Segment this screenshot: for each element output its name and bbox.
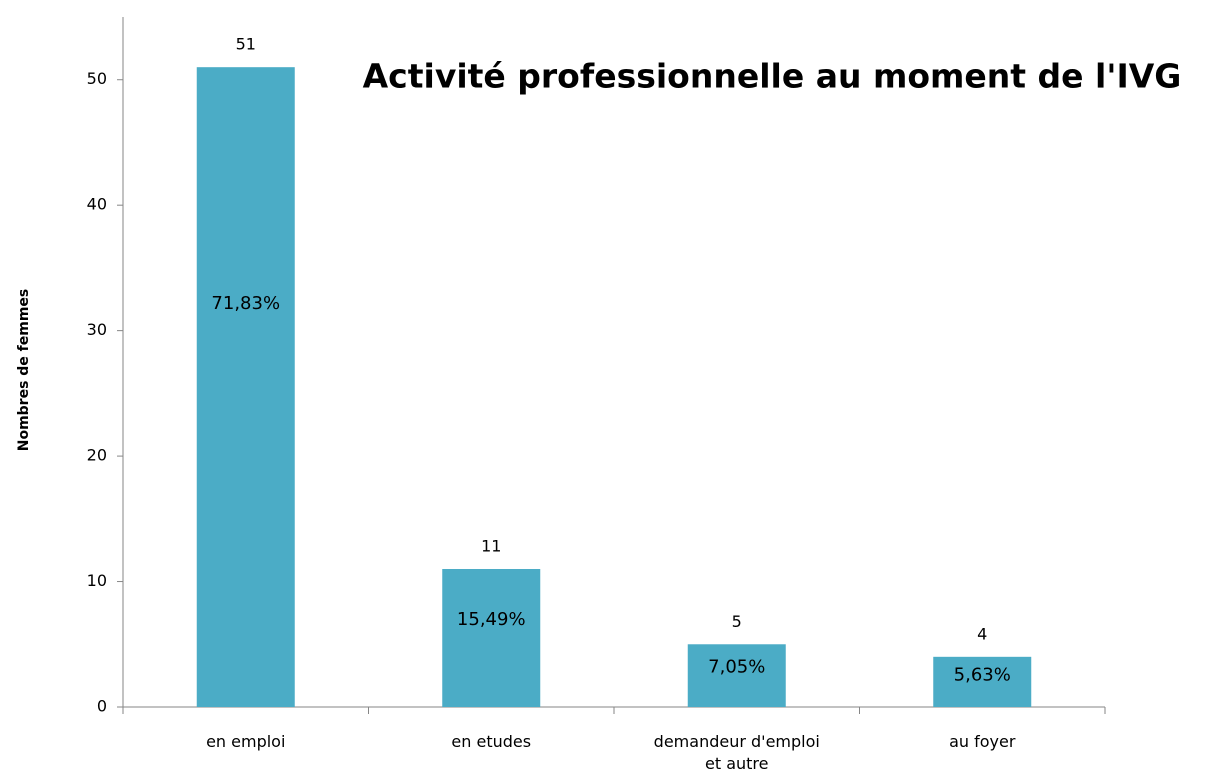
y-tick-label: 10: [87, 571, 107, 590]
chart-title: Activité professionnelle au moment de l'…: [363, 57, 1182, 96]
share-label: 15,49%: [457, 609, 526, 630]
bar: [933, 656, 1032, 707]
y-tick-label: 30: [87, 320, 107, 339]
bar: [687, 644, 786, 707]
value-label: 5: [732, 612, 742, 631]
y-tick-label: 0: [97, 697, 107, 716]
value-label: 11: [481, 537, 501, 556]
value-label: 51: [236, 35, 256, 54]
share-label: 5,63%: [954, 664, 1011, 685]
bar: [442, 569, 541, 707]
x-tick-label: en emploi: [206, 732, 286, 751]
y-tick-label: 20: [87, 446, 107, 465]
value-label: 4: [977, 624, 987, 643]
share-label: 7,05%: [708, 656, 765, 677]
y-tick-label: 40: [87, 195, 107, 214]
y-axis-label: Nombres de femmes: [16, 289, 32, 452]
x-tick-label: au foyer: [949, 732, 1016, 751]
share-label: 71,83%: [211, 293, 280, 314]
x-tick-label: en etudes: [451, 732, 532, 751]
bar: [196, 67, 295, 707]
y-tick-label: 50: [87, 69, 107, 88]
x-tick-label: demandeur d'emploi et autre: [653, 732, 820, 773]
